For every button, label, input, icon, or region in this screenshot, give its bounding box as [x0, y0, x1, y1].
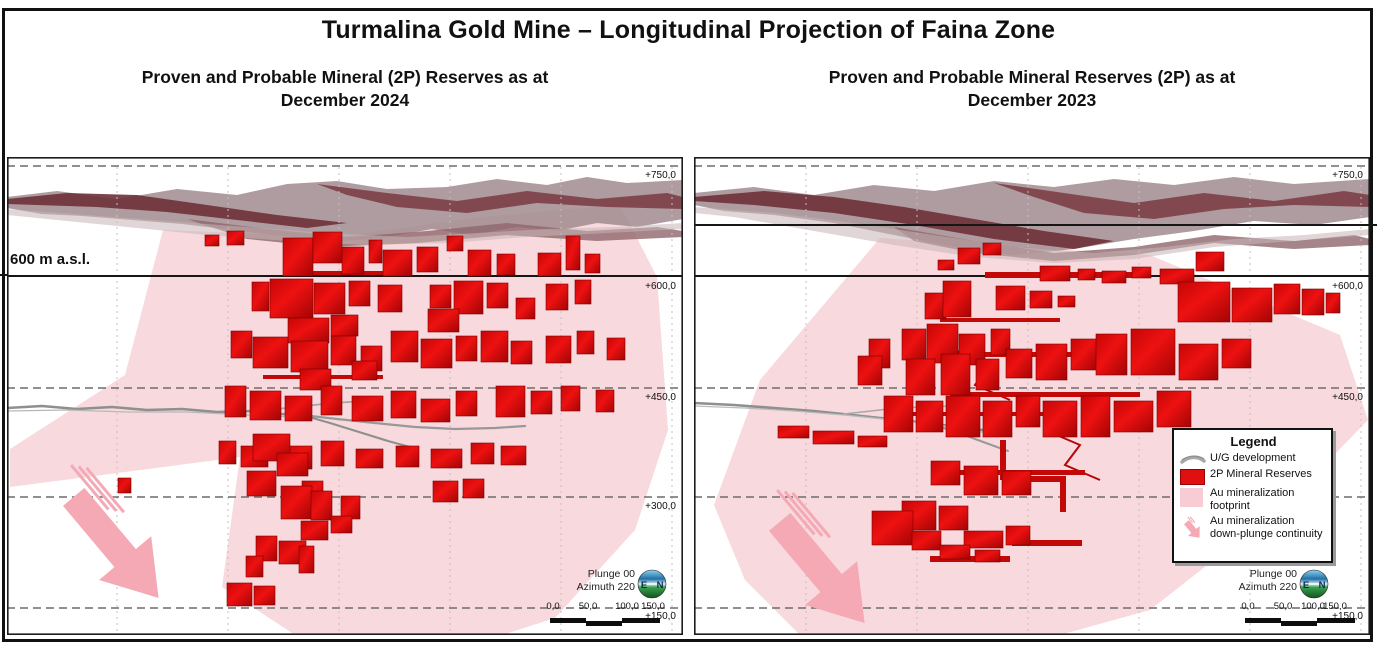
svg-text:+600,0: +600,0	[1332, 281, 1363, 292]
svg-text:+600,0: +600,0	[645, 281, 676, 292]
svg-text:+750,0: +750,0	[645, 170, 676, 181]
projection-panel-2024: +750,0 +600,0 +450,0 +300,0 +150,0 0,0 50,0 100…	[7, 157, 683, 635]
subtitle-2023: Proven and Probable Mineral Reserves (2P…	[694, 66, 1370, 112]
subtitle-2024-line2: December 2024	[280, 90, 410, 111]
subtitle-2023-line2: December 2023	[967, 90, 1097, 111]
legend-label: Au mineralization footprint	[1210, 487, 1295, 512]
legend-label: 2P Mineral Reserves	[1210, 468, 1312, 480]
subtitle-2024-line1: Proven and Probable Mineral (2P) Reserve…	[141, 67, 549, 87]
svg-text:100,0: 100,0	[615, 601, 639, 612]
legend-item-ug-development: U/G development	[1180, 452, 1327, 466]
svg-text:+750,0: +750,0	[1332, 170, 1363, 181]
svg-text:100,0: 100,0	[1301, 601, 1325, 612]
svg-text:50,0: 50,0	[1274, 601, 1293, 612]
down-plunge-arrow-icon	[1180, 516, 1210, 544]
svg-text:E: E	[1303, 580, 1309, 591]
legend-item-2p-reserves: 2P Mineral Reserves	[1180, 468, 1327, 485]
svg-text:0,0: 0,0	[546, 601, 559, 612]
legend-item-down-plunge: Au mineralization down-plunge continuity	[1180, 515, 1327, 544]
svg-text:N: N	[1319, 580, 1326, 591]
legend: Legend U/G development 2P Mineral Reserv…	[1172, 428, 1333, 563]
projection-panel-2023: +750,0 +600,0 +450,0 +150,0 0,0 50,0 100,0150,…	[694, 157, 1370, 635]
svg-text:Plunge 00: Plunge 00	[588, 568, 635, 580]
down-plunge-arrow	[62, 464, 159, 598]
svg-text:Azimuth 220: Azimuth 220	[1239, 581, 1298, 593]
subtitle-2023-line1: Proven and Probable Mineral Reserves (2P…	[828, 67, 1236, 87]
svg-text:0,0: 0,0	[1241, 601, 1254, 612]
datum-line-stub-right	[1368, 224, 1377, 226]
svg-text:Plunge 00: Plunge 00	[1250, 568, 1297, 580]
subtitle-2024: Proven and Probable Mineral (2P) Reserve…	[7, 66, 683, 112]
reserves-swatch-icon	[1180, 469, 1210, 485]
legend-title: Legend	[1230, 434, 1277, 449]
datum-elevation-label: 600 m a.s.l.	[10, 251, 91, 268]
datum-line-stub-left	[0, 274, 8, 276]
figure-title: Turmalina Gold Mine – Longitudinal Proje…	[321, 16, 1056, 44]
down-plunge-arrow	[768, 489, 865, 623]
svg-text:150,0: 150,0	[1323, 601, 1347, 612]
svg-text:N: N	[657, 580, 664, 591]
svg-text:Azimuth 220: Azimuth 220	[577, 581, 636, 593]
legend-item-au-footprint: Au mineralization footprint	[1180, 487, 1327, 513]
svg-text:E: E	[641, 580, 647, 591]
svg-text:150,0: 150,0	[641, 601, 665, 612]
svg-text:+450,0: +450,0	[645, 392, 676, 403]
svg-text:+450,0: +450,0	[1332, 392, 1363, 403]
svg-text:+150,0: +150,0	[645, 611, 676, 622]
legend-label: Au mineralization down-plunge continuity	[1210, 514, 1323, 540]
svg-text:50,0: 50,0	[579, 601, 598, 612]
svg-text:+300,0: +300,0	[645, 501, 676, 512]
svg-text:+150,0: +150,0	[1332, 611, 1363, 622]
ug-development-line-icon	[1180, 453, 1210, 466]
legend-label: U/G development	[1210, 452, 1296, 464]
footprint-swatch-icon	[1180, 488, 1210, 507]
